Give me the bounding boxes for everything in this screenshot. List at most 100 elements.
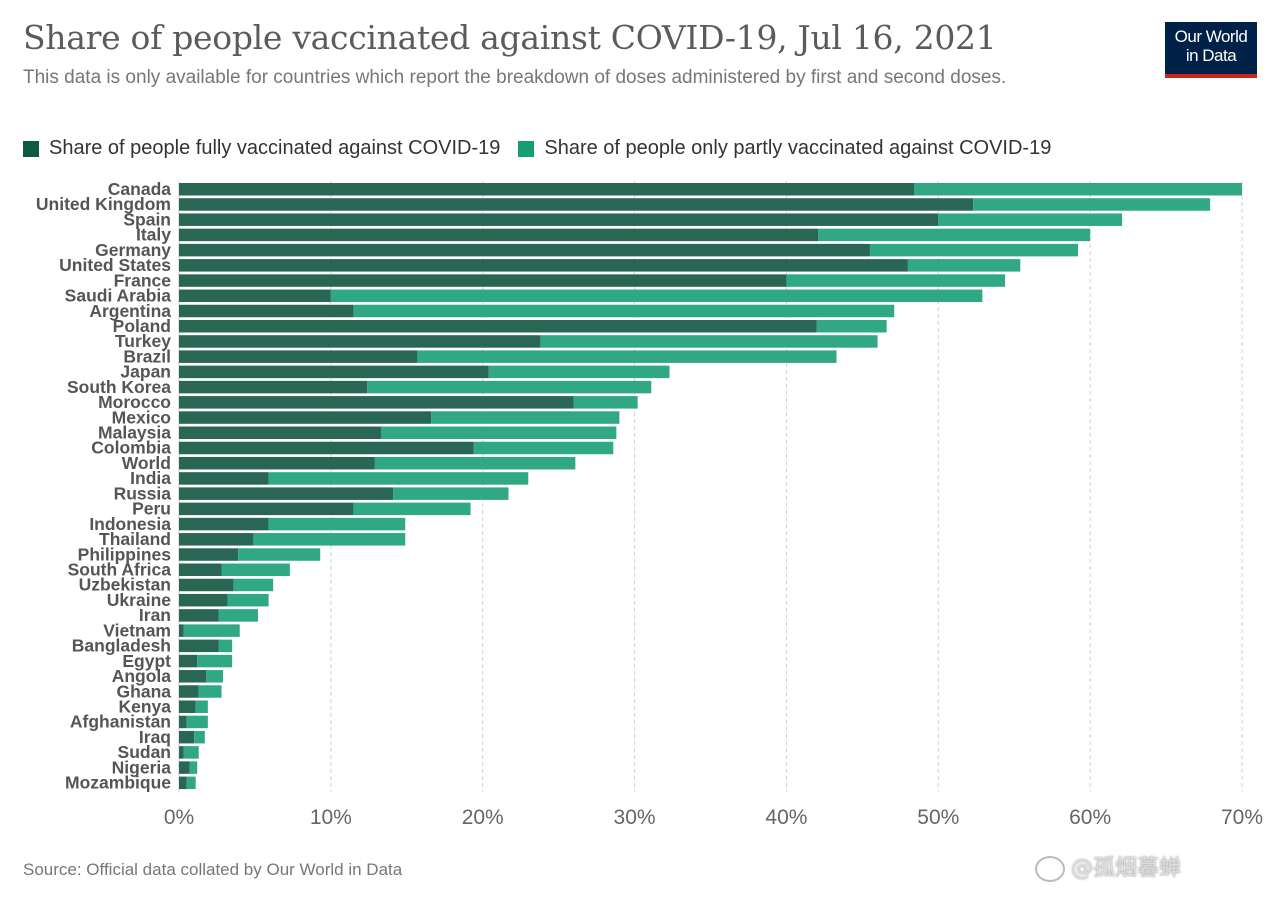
bar-group (179, 472, 529, 485)
bar-partly (186, 715, 208, 729)
bar-group (179, 289, 983, 303)
bar-fully (179, 472, 269, 485)
bar-fully (179, 730, 195, 744)
bar-group (179, 456, 576, 470)
bar-group (179, 654, 233, 668)
bar-fully (179, 746, 184, 759)
legend-item-partly[interactable]: Share of people only partly vaccinated a… (518, 137, 1051, 160)
bar-group (179, 274, 1006, 287)
category-label: Bangladesh (72, 636, 171, 656)
bar-fully (179, 624, 184, 637)
bar-group (179, 548, 321, 561)
bar-partly (417, 350, 837, 363)
source-note: Source: Official data collated by Our Wo… (23, 860, 403, 879)
bar-fully (179, 304, 354, 318)
bar-fully (179, 700, 196, 713)
bar-group (179, 533, 406, 546)
bar-partly (253, 533, 406, 546)
category-label: Mexico (112, 407, 171, 427)
bar-group (179, 350, 837, 363)
category-label: Vietnam (103, 620, 171, 640)
bar-fully (179, 350, 418, 363)
bar-partly (330, 289, 983, 303)
category-label: Philippines (78, 544, 172, 564)
category-label: Morocco (98, 392, 171, 412)
bar-partly (353, 502, 471, 516)
bar-group (179, 304, 895, 318)
owid-logo[interactable]: Our World in Data (1165, 22, 1257, 78)
bar-partly (221, 563, 290, 576)
bar-group (179, 776, 196, 790)
bar-fully (179, 365, 489, 379)
bar-partly (431, 411, 620, 424)
x-tick-label: 40% (765, 806, 807, 829)
category-label: Uzbekistan (79, 575, 171, 595)
legend-item-fully[interactable]: Share of people fully vaccinated against… (23, 137, 500, 160)
bar-group (179, 730, 205, 744)
bar-group (179, 426, 617, 440)
bar-fully (179, 609, 219, 622)
bar-group (179, 670, 224, 683)
category-label: India (130, 468, 171, 488)
bar-group (179, 578, 274, 592)
chart-title: Share of people vaccinated against COVID… (23, 18, 997, 57)
category-label: Iran (139, 605, 171, 625)
watermark: @孤烟暮蝉 (1035, 850, 1181, 882)
category-label: Argentina (89, 301, 171, 321)
bar-partly (268, 517, 406, 531)
category-label: Angola (112, 666, 172, 686)
bar-partly (573, 396, 638, 409)
bar-partly (488, 365, 670, 379)
category-label: Colombia (91, 438, 171, 458)
bar-group (179, 487, 509, 500)
category-label: Turkey (115, 331, 171, 351)
category-label: Afghanistan (70, 712, 171, 732)
bar-fully (179, 715, 187, 729)
bar-partly (206, 670, 224, 683)
category-label: Iraq (139, 727, 171, 747)
bar-group (179, 319, 887, 333)
bar-partly (194, 730, 205, 744)
bar-partly (268, 472, 529, 485)
bar-group (179, 715, 208, 729)
legend-label-fully: Share of people fully vaccinated against… (49, 137, 501, 159)
bar-partly (816, 319, 887, 333)
bar-fully (179, 335, 541, 348)
x-tick-label: 60% (1069, 806, 1111, 829)
category-label: Russia (114, 483, 172, 503)
bar-group (179, 183, 1242, 196)
category-label: Nigeria (112, 757, 172, 777)
logo-accent-bar (1165, 74, 1257, 78)
bar-fully (179, 319, 817, 333)
bar-partly (227, 593, 269, 607)
bar-partly (973, 198, 1211, 211)
category-label: United Kingdom (36, 194, 171, 214)
bar-fully (179, 183, 914, 196)
category-label: Ghana (117, 681, 172, 701)
category-label: Italy (136, 225, 171, 245)
bar-group (179, 335, 878, 348)
bar-partly (218, 609, 258, 622)
bar-fully (179, 274, 787, 287)
bar-group (179, 213, 1123, 226)
bar-group (179, 685, 222, 698)
bar-fully (179, 670, 207, 683)
gridlines (178, 181, 1243, 792)
bar-partly (189, 761, 198, 774)
bar-partly (869, 243, 1078, 257)
category-label: South Korea (67, 377, 171, 397)
bar-fully (179, 685, 199, 698)
category-label: Indonesia (89, 514, 171, 534)
bar-fully (179, 228, 819, 242)
category-label: Mozambique (65, 773, 171, 793)
bars (179, 183, 1242, 790)
category-label: Canada (108, 179, 171, 199)
x-tick-label: 0% (164, 806, 194, 829)
category-label: Poland (113, 316, 171, 336)
bar-fully (179, 441, 474, 455)
x-tick-label: 20% (462, 806, 504, 829)
category-label: Thailand (99, 529, 171, 549)
bar-partly (473, 441, 614, 455)
